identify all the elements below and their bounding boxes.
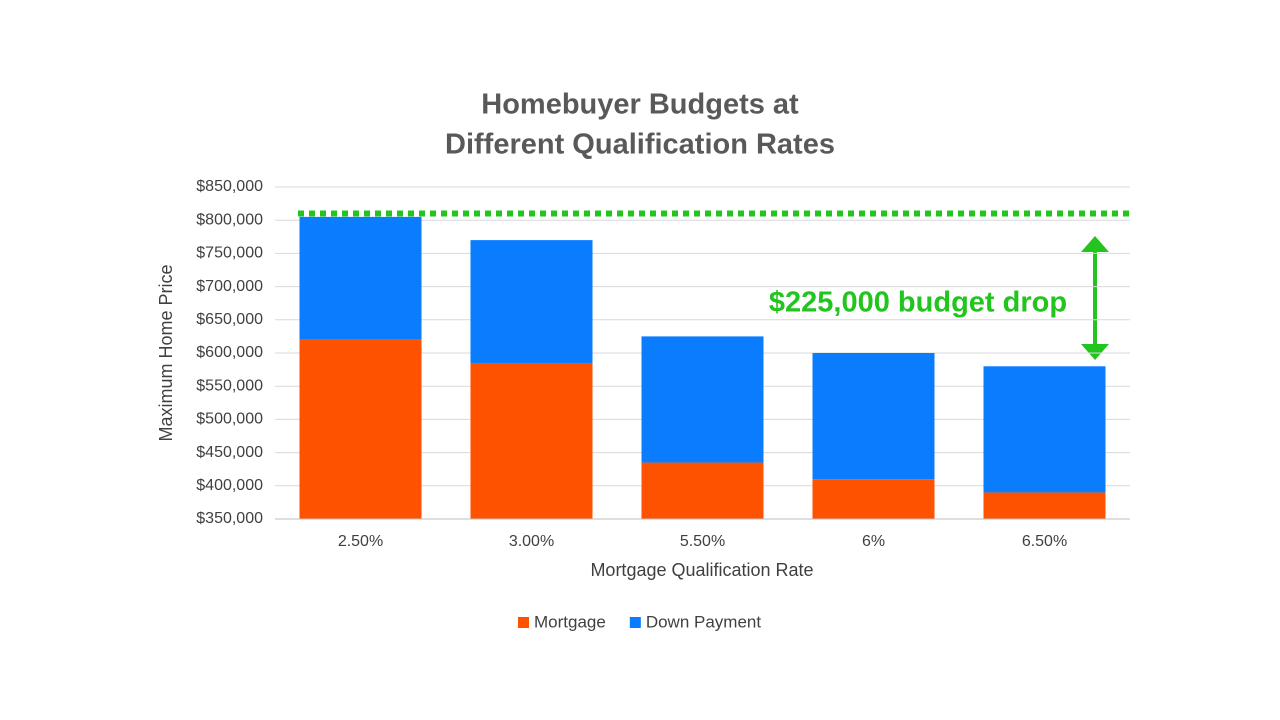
legend-swatch	[629, 617, 641, 628]
y-tick-label: $850,000	[196, 178, 263, 195]
bar-segment	[983, 366, 1106, 493]
y-axis-label: Maximum Home Price	[156, 264, 176, 441]
x-axis-label: Mortgage Qualification Rate	[590, 560, 813, 580]
x-tick-label: 3.00%	[509, 533, 554, 550]
bar-segment	[299, 216, 422, 340]
bar-segment	[641, 462, 764, 519]
bar-segment	[641, 336, 764, 463]
x-tick-label: 6.50%	[1022, 533, 1067, 550]
bar-segment	[812, 479, 935, 519]
chart-title: Homebuyer Budgets at	[481, 89, 799, 121]
legend-label: Mortgage	[534, 612, 606, 631]
bar-segment	[983, 492, 1106, 519]
y-tick-label: $600,000	[196, 344, 263, 361]
y-tick-label: $400,000	[196, 477, 263, 494]
legend-swatch	[518, 617, 529, 628]
plot-area	[299, 216, 1106, 519]
arrow	[1081, 236, 1109, 360]
y-tick-label: $500,000	[196, 411, 263, 428]
y-tick-label: $750,000	[196, 245, 263, 262]
y-tick-label: $800,000	[196, 211, 263, 228]
bar-segment	[470, 240, 593, 363]
bar-segment	[812, 353, 935, 480]
x-tick-label: 5.50%	[680, 533, 725, 550]
chart-title: Different Qualification Rates	[445, 129, 835, 161]
bar-segment	[470, 362, 593, 519]
legend-label: Down Payment	[646, 612, 762, 631]
y-tick-label: $350,000	[196, 510, 263, 527]
bar-segment	[299, 339, 422, 519]
annotation: $225,000 budget drop	[769, 287, 1067, 319]
y-tick-label: $450,000	[196, 444, 263, 461]
x-tick-label: 6%	[862, 533, 885, 550]
y-tick-label: $700,000	[196, 278, 263, 295]
y-tick-label: $550,000	[196, 377, 263, 394]
x-tick-label: 2.50%	[338, 533, 383, 550]
y-tick-label: $650,000	[196, 311, 263, 328]
